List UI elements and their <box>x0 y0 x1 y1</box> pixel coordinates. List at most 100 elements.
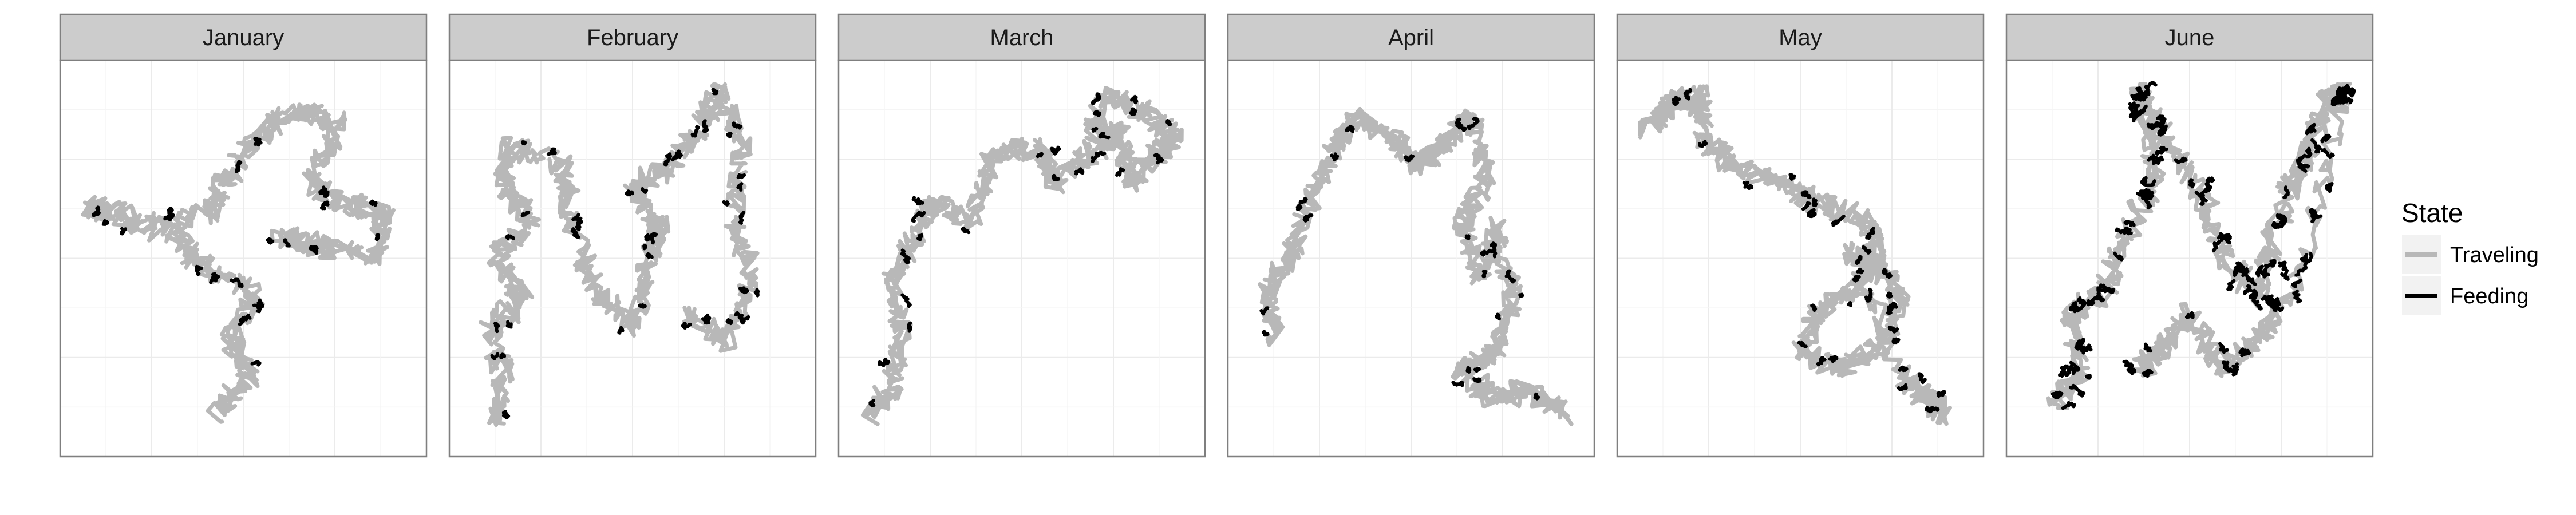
feeding-bout <box>256 298 264 309</box>
facet-strip <box>837 13 1206 61</box>
track-feeding-january <box>92 137 381 367</box>
feeding-bout <box>575 216 583 231</box>
feeding-bout <box>2305 122 2317 136</box>
feeding-bout <box>1129 107 1138 116</box>
feeding-bout <box>2218 342 2229 354</box>
feeding-bout <box>2282 185 2290 199</box>
feeding-bout <box>1330 152 1340 162</box>
feeding-bout <box>92 205 101 217</box>
feeding-bout <box>725 318 733 326</box>
feeding-bout <box>547 147 557 156</box>
feeding-bout <box>1404 154 1415 163</box>
legend-item-traveling: Traveling <box>2401 234 2539 275</box>
facet-strip <box>1616 13 1985 61</box>
feeding-bout <box>1800 190 1808 197</box>
feeding-bout <box>1698 140 1708 148</box>
feeding-bout <box>323 190 330 198</box>
feeding-bout <box>1465 366 1472 374</box>
feeding-bout <box>2156 114 2167 127</box>
feeding-bout <box>2262 272 2270 279</box>
feeding-bout <box>736 182 744 192</box>
feeding-bout <box>1092 110 1101 117</box>
feeding-bout <box>1480 248 1495 257</box>
facet-strip <box>2005 13 2374 61</box>
feeding-bout <box>2113 251 2124 262</box>
feeding-bout <box>1898 365 1909 373</box>
feeding-bout <box>1481 270 1488 279</box>
feeding-bout <box>900 248 911 264</box>
feeding-bout <box>520 211 531 217</box>
feeding-bout <box>702 119 709 133</box>
feeding-bout <box>732 121 742 130</box>
facet-panel-january: January <box>59 13 428 458</box>
feeding-bout <box>2314 145 2321 154</box>
feeding-bout <box>1816 356 1827 367</box>
feeding-bout <box>644 233 652 242</box>
feeding-bout <box>2128 101 2141 122</box>
feeding-bout <box>505 320 513 329</box>
feeding-bout <box>2249 288 2263 311</box>
feeding-bout <box>1864 287 1873 303</box>
feeding-bout <box>642 244 647 251</box>
track-traveling-march <box>860 86 1184 426</box>
feeding-bout <box>1865 227 1875 240</box>
feeding-bout <box>250 360 262 367</box>
feeding-bout <box>726 132 733 139</box>
feeding-bout <box>1455 117 1462 130</box>
feeding-bout <box>641 187 649 194</box>
feeding-bout <box>690 125 700 138</box>
feeding-bout <box>2310 138 2322 150</box>
feeding-bout <box>736 173 746 180</box>
feeding-bout <box>1091 150 1107 163</box>
feeding-bout <box>521 140 527 146</box>
feeding-bout <box>1917 372 1927 385</box>
feeding-bout <box>1862 245 1872 255</box>
facet-label: April <box>1388 25 1434 50</box>
feeding-bout <box>1807 208 1817 219</box>
feeding-bout <box>1856 268 1864 275</box>
feeding-bout <box>868 399 876 407</box>
feeding-bout <box>1855 255 1863 265</box>
feeding-bout <box>1897 383 1908 391</box>
feeding-bout <box>878 358 890 367</box>
feeding-bout <box>1882 267 1893 279</box>
feeding-bout <box>2296 146 2313 169</box>
feeding-bout <box>1036 152 1044 159</box>
feeding-bout <box>2217 232 2232 244</box>
feeding-bout <box>505 234 515 240</box>
feeding-bout <box>1298 197 1308 205</box>
feeding-bout <box>2261 294 2274 307</box>
feeding-bout <box>1074 167 1085 176</box>
feeding-bout <box>907 321 913 333</box>
feeding-bout <box>1887 326 1899 334</box>
feeding-bout <box>711 88 719 96</box>
feeding-bout <box>2087 291 2105 307</box>
facet-label: June <box>2165 25 2215 50</box>
track-feeding-june <box>2050 81 2356 410</box>
feeding-bout <box>1050 145 1061 156</box>
feeding-bout <box>1891 337 1901 344</box>
feeding-bout <box>1295 204 1303 211</box>
feeding-bout <box>1811 197 1818 208</box>
feeding-bout <box>2069 301 2082 314</box>
track-traveling-february <box>479 82 760 427</box>
feeding-bout <box>2199 193 2208 206</box>
feeding-bout <box>2271 213 2288 229</box>
feeding-bout <box>2122 359 2136 375</box>
feeding-bout <box>722 200 730 207</box>
feeding-bout <box>1091 92 1101 106</box>
feeding-bout <box>2222 360 2239 377</box>
feeding-bout <box>1852 275 1861 283</box>
feeding-bout <box>2330 92 2354 107</box>
feeding-bout <box>1801 201 1811 211</box>
feeding-bout <box>2240 348 2251 358</box>
track-feeding-february <box>490 88 760 420</box>
feeding-bout <box>2244 272 2257 286</box>
feeding-bout <box>671 149 683 162</box>
feeding-bout <box>235 160 243 173</box>
feeding-bout <box>1810 303 1818 312</box>
feeding-bout <box>1130 95 1139 105</box>
feeding-bout <box>2184 311 2195 319</box>
feeding-bout <box>195 264 203 276</box>
